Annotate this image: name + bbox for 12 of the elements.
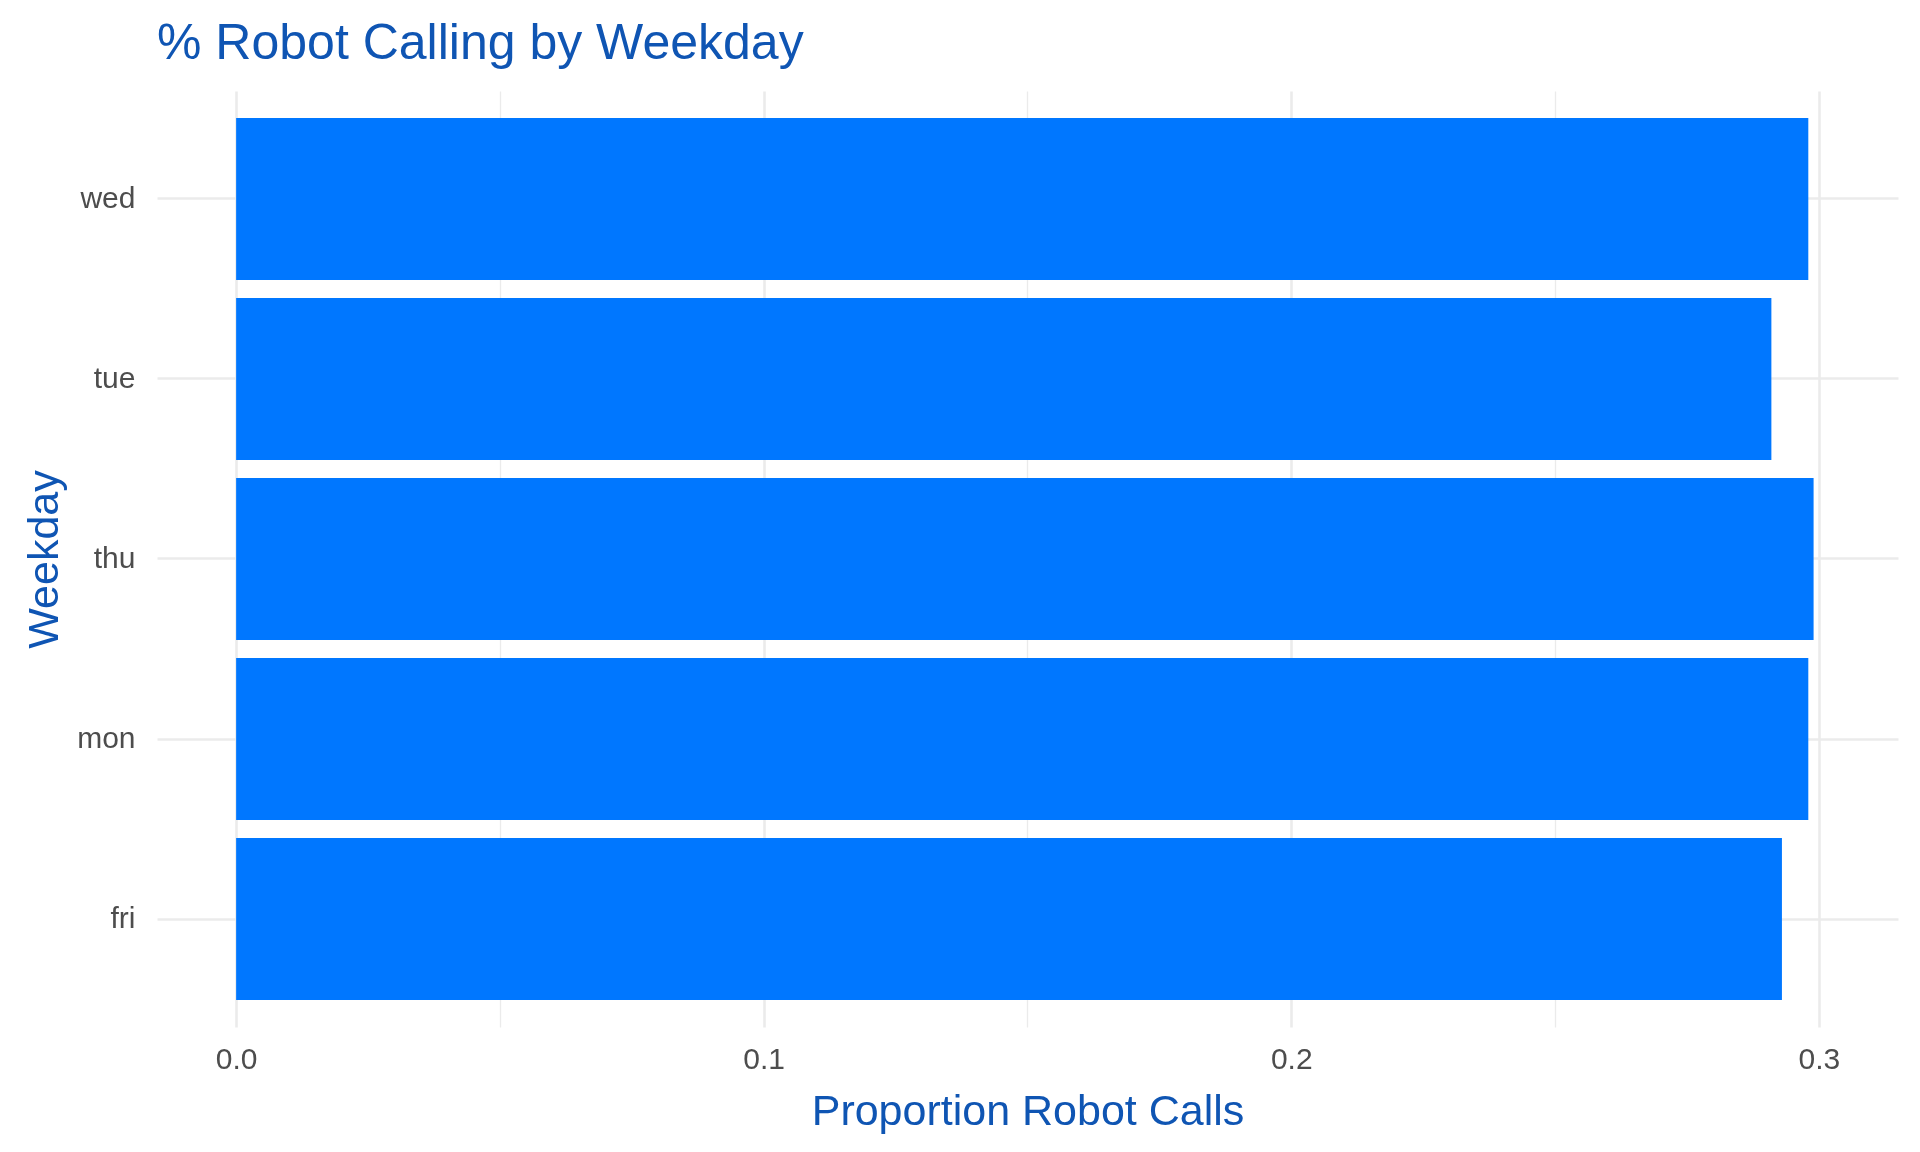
x-axis-title: Proportion Robot Calls: [811, 1085, 1245, 1134]
y-axis-title: Weekday: [19, 469, 68, 649]
x-tick-label: 0.3: [1798, 1041, 1841, 1075]
y-tick-label: mon: [77, 721, 136, 754]
y-tick-label: wed: [79, 181, 136, 214]
x-tick-label: 0.0: [215, 1041, 258, 1075]
y-tick-label: tue: [93, 361, 136, 394]
chart-title: % Robot Calling by Weekday: [157, 14, 804, 70]
x-tick-label: 0.1: [743, 1041, 786, 1075]
x-tick-label: 0.2: [1270, 1041, 1313, 1075]
y-tick-label: fri: [110, 901, 136, 934]
y-tick-label: thu: [93, 541, 136, 574]
